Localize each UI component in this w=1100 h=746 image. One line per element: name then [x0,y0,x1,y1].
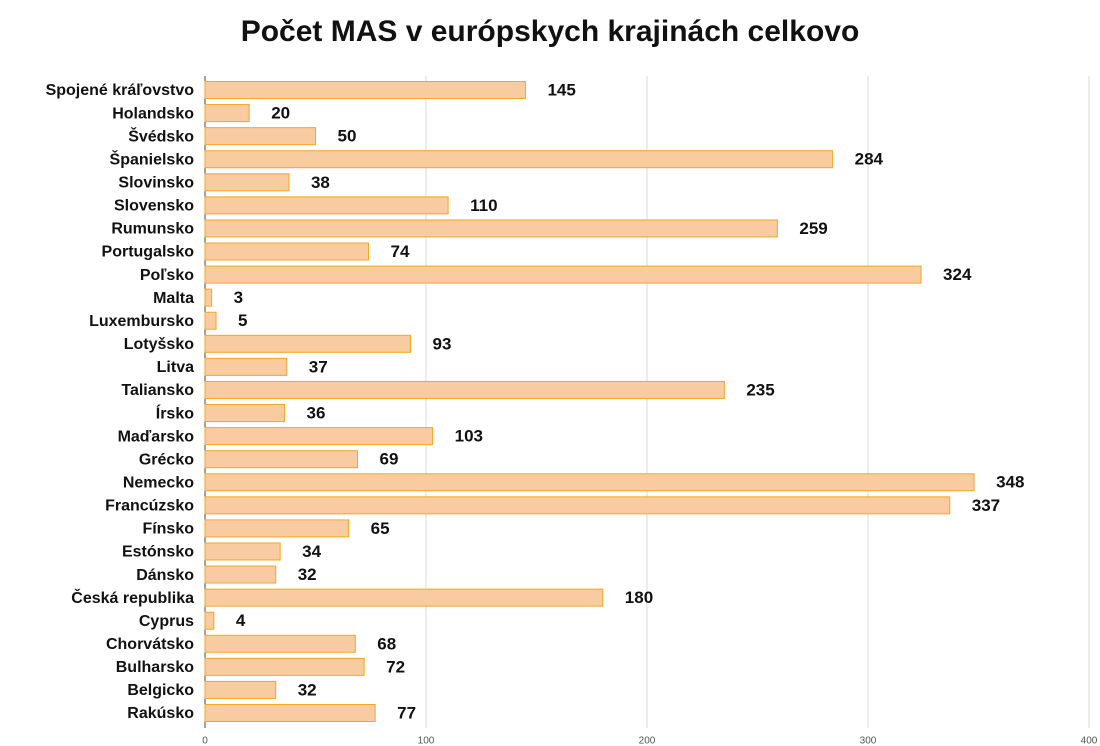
y-tick-label: Spojené kráľovstvo [46,82,195,99]
value-label: 37 [309,357,328,376]
bar [204,311,217,330]
value-label: 68 [377,634,396,653]
x-tick-label: 300 [860,736,877,746]
value-label: 324 [943,265,972,284]
bar [204,242,370,261]
bar [204,519,350,538]
value-label: 103 [455,427,483,446]
y-tick-label: Francúzsko [105,498,194,515]
value-label: 4 [236,611,246,630]
value-label: 284 [855,150,884,169]
value-label: 259 [799,219,827,238]
chart-title: Počet MAS v európskych krajinách celkovo [241,15,860,48]
value-label: 145 [547,80,575,99]
y-tick-label: Poľsko [140,267,194,284]
y-tick-label: Estónsko [122,544,194,561]
bar [204,427,434,446]
value-label: 77 [397,703,416,722]
bar [204,265,922,284]
bar [204,173,290,192]
x-tick-label: 200 [639,736,656,746]
value-label: 110 [470,196,497,215]
bar [204,81,526,99]
bar [204,588,604,607]
bar [204,496,951,515]
bar [204,450,358,469]
bar [204,334,412,353]
y-tick-label: Švédsko [128,126,194,145]
value-label: 20 [271,104,290,123]
value-label: 337 [972,496,1000,515]
value-label: 34 [302,542,321,561]
x-tick-label: 0 [202,736,208,746]
y-tick-label: Rumunsko [111,221,194,238]
bar [204,680,277,699]
bar [204,565,277,584]
y-tick-label: Cyprus [139,613,194,630]
y-tick-label: Bulharsko [116,659,194,676]
y-tick-label: Slovensko [114,198,194,215]
bar [204,288,213,307]
y-tick-label: Belgicko [127,682,194,699]
y-tick-label: Fínsko [142,521,194,538]
value-label: 69 [379,450,398,469]
y-tick-label: Rakúsko [127,705,194,722]
y-tick-label: Malta [153,290,194,307]
value-label: 93 [433,334,452,353]
value-label: 72 [386,657,405,676]
y-tick-label: Nemecko [123,474,194,491]
bar [204,150,834,169]
y-tick-label: Litva [157,359,194,376]
bar [204,357,288,376]
x-tick-label: 100 [418,736,435,746]
value-label: 38 [311,173,330,192]
y-tick-label: Grécko [139,451,194,468]
bar [204,473,975,492]
y-tick-label: Portugalsko [102,244,195,261]
value-label: 235 [746,380,774,399]
y-tick-label: Španielsko [110,149,195,168]
y-tick-label: Írsko [156,403,194,422]
y-tick-label: Luxembursko [89,313,194,330]
y-tick-label: Dánsko [136,567,194,584]
value-label: 3 [234,288,243,307]
value-label: 36 [307,404,326,423]
bar [204,127,316,146]
x-tick-label: 400 [1081,736,1098,746]
value-label: 32 [298,565,317,584]
value-label: 32 [298,680,317,699]
y-tick-label: Česká republika [71,588,194,607]
bar [204,104,250,123]
y-tick-label: Slovinsko [118,175,194,192]
bar [204,634,356,653]
value-label: 50 [338,127,357,146]
y-tick-label: Chorvátsko [106,636,194,653]
value-label: 74 [391,242,410,261]
value-label: 348 [996,473,1024,492]
y-tick-label: Lotyšsko [124,336,194,353]
bar [204,196,449,215]
bar [204,704,376,722]
y-tick-label: Maďarsko [118,428,195,445]
bar [204,380,725,399]
y-tick-label: Holandsko [112,105,194,122]
bar [204,657,365,676]
bar [204,404,286,423]
value-label: 5 [238,311,247,330]
value-label: 65 [371,519,390,538]
value-label: 180 [625,588,653,607]
y-tick-label: Taliansko [121,382,194,399]
bar [204,542,281,561]
bar [204,611,215,630]
bar [204,219,778,238]
